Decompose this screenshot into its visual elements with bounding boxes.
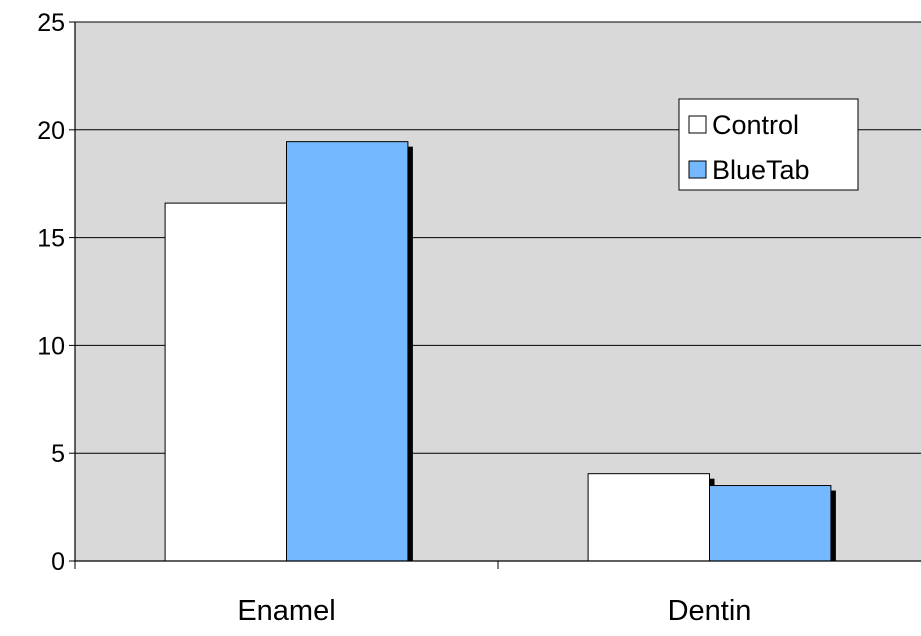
x-tick-label: Enamel (237, 595, 335, 627)
legend-swatch-control (688, 115, 707, 134)
legend-box (678, 98, 859, 191)
bar-bluetab-enamel (286, 141, 409, 562)
bar-control-dentin (587, 473, 710, 562)
y-tick-label: 5 (51, 440, 65, 468)
legend-label: BlueTab (712, 155, 810, 185)
y-tick-label: 20 (37, 117, 65, 145)
bar-control-enamel (164, 202, 287, 562)
y-tick-label: 15 (37, 225, 65, 253)
legend: Control BlueTab (678, 98, 859, 191)
y-tick-label: 10 (37, 332, 65, 360)
y-tick-label: 0 (51, 548, 65, 576)
x-tick-label: Dentin (668, 595, 752, 627)
bars (164, 141, 836, 562)
bar-bluetab-dentin (709, 485, 832, 562)
legend-label: Control (712, 110, 799, 140)
y-tick-label: 25 (37, 9, 65, 37)
legend-swatch-bluetab (688, 160, 707, 179)
tick-labels: 0 5 10 15 20 25 Enamel Dentin (37, 9, 751, 627)
